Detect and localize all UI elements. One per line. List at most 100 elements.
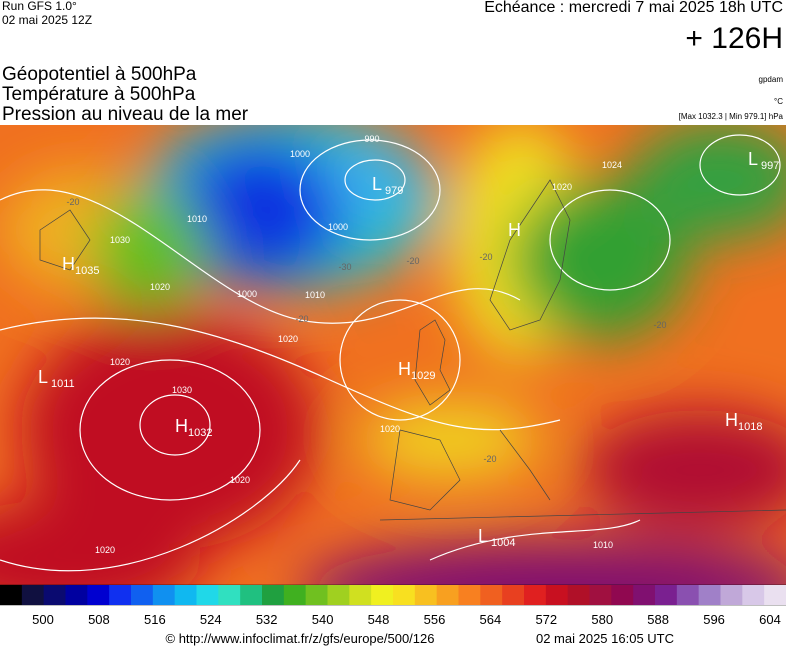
isobars xyxy=(0,134,781,572)
colorbar-swatch xyxy=(436,585,459,605)
isobar-label: 1020 xyxy=(150,282,170,292)
run-date: 02 mai 2025 12Z xyxy=(2,13,92,27)
isobar-label: 1000 xyxy=(237,289,257,299)
center-value: 979 xyxy=(385,185,403,197)
center-value: 1035 xyxy=(75,265,99,277)
colorbar-swatch xyxy=(152,585,176,605)
colorbar-swatch xyxy=(545,585,569,605)
center-letter: H xyxy=(62,254,75,274)
temperature-label: -20 xyxy=(483,454,496,464)
coastlines xyxy=(39,179,786,521)
isobar-label: 1030 xyxy=(110,235,130,245)
colorbar-swatch xyxy=(502,585,525,605)
isobar-label: 1010 xyxy=(305,290,325,300)
colorbar-swatch xyxy=(480,585,503,605)
colorbar-swatch xyxy=(305,585,328,605)
colorbar-swatch xyxy=(611,585,634,605)
colorbar-swatch xyxy=(174,585,197,605)
temperature-label: -20 xyxy=(479,252,492,262)
center-value: 1011 xyxy=(51,378,75,390)
colorbar-swatch xyxy=(327,585,350,605)
field-name: Température à 500hPa xyxy=(2,84,196,105)
temperature-label: -30 xyxy=(338,262,351,272)
colorbar-swatch xyxy=(720,585,743,605)
colorbar-tick-label: 548 xyxy=(368,612,390,627)
isobar-label: 1010 xyxy=(593,540,613,550)
unit: °C xyxy=(774,97,783,106)
isobar-label: 1020 xyxy=(95,545,115,555)
colorbar-swatch xyxy=(218,585,241,605)
isobar-label: 1020 xyxy=(380,424,400,434)
colorbar-swatch xyxy=(21,585,45,605)
run-label: Run GFS 1.0° xyxy=(2,0,77,13)
colorbar-swatch xyxy=(414,585,438,605)
isobar-label: 1000 xyxy=(290,149,310,159)
colorbar-swatch xyxy=(371,585,394,605)
colorbar-swatch xyxy=(0,585,23,605)
isobar-label: 1030 xyxy=(172,385,192,395)
isobar-label: 1010 xyxy=(187,214,207,224)
isobar-label: 1020 xyxy=(552,182,572,192)
colorbar-tick-label: 604 xyxy=(759,612,781,627)
colorbar-swatch xyxy=(262,585,285,605)
unit: [Max 1032.3 | Min 979.1] hPa xyxy=(679,112,784,121)
source-url: © http://www.infoclimat.fr/z/gfs/europe/… xyxy=(166,631,435,646)
center-letter: H xyxy=(398,359,411,379)
center-letter: H xyxy=(175,416,188,436)
isobar-label: 1020 xyxy=(110,357,130,367)
isobar-label: 1020 xyxy=(278,334,298,344)
colorbar-swatch xyxy=(196,585,219,605)
colorbar-tick-label: 588 xyxy=(647,612,669,627)
colorbar-tick-label: 572 xyxy=(535,612,557,627)
colorbar-swatch xyxy=(109,585,132,605)
field-name: Pression au niveau de la mer xyxy=(2,104,249,125)
unit: gpdam xyxy=(759,75,784,84)
center-value: 997 xyxy=(761,160,779,172)
center-value: 1032 xyxy=(188,427,212,439)
colorbar-tick-label: 596 xyxy=(703,612,725,627)
colorbar-tick-label: 580 xyxy=(591,612,613,627)
colorbar-tick-label: 516 xyxy=(144,612,166,627)
center-letter: L xyxy=(478,526,488,546)
center-value: 1029 xyxy=(411,370,435,382)
center-letter: L xyxy=(748,149,758,169)
center-letter: H xyxy=(508,220,521,240)
colorbar-swatch xyxy=(131,585,154,605)
generated-time: 02 mai 2025 16:05 UTC xyxy=(536,631,674,646)
colorbar-tick-label: 564 xyxy=(480,612,502,627)
colorbar-swatch xyxy=(567,585,590,605)
colorbar-swatch xyxy=(524,585,547,605)
lead-time: + 126H xyxy=(685,22,783,55)
map-area xyxy=(0,125,786,585)
isobar-label: 1024 xyxy=(602,160,622,170)
isobar-label: 990 xyxy=(364,134,379,144)
colorbar-swatch xyxy=(742,585,765,605)
temperature-label: -20 xyxy=(406,256,419,266)
colorbar-tick-label: 500 xyxy=(32,612,54,627)
colorbar-swatch xyxy=(655,585,678,605)
colorbar-swatch xyxy=(393,585,416,605)
colorbar-tick-label: 556 xyxy=(424,612,446,627)
colorbar-swatch xyxy=(240,585,263,605)
colorbar-swatch xyxy=(87,585,110,605)
isobar-label: 1000 xyxy=(328,222,348,232)
center-letter: L xyxy=(372,174,382,194)
colorbar-swatch xyxy=(676,585,700,605)
center-letter: L xyxy=(38,367,48,387)
center-value: 1004 xyxy=(491,537,515,549)
field-name: Géopotentiel à 500hPa xyxy=(2,64,197,85)
temperature-label: -20 xyxy=(295,314,308,324)
valid-time: Echéance : mercredi 7 mai 2025 18h UTC xyxy=(484,0,783,16)
colorbar-swatch xyxy=(65,585,88,605)
colorbar-tick-label: 532 xyxy=(256,612,278,627)
colorbar-tick-label: 540 xyxy=(312,612,334,627)
isobar-label: 1020 xyxy=(230,475,250,485)
center-value: 1018 xyxy=(738,421,762,433)
colorbar-swatch xyxy=(283,585,307,605)
temperature-label: -20 xyxy=(653,320,666,330)
colorbar-swatch xyxy=(589,585,612,605)
colorbar-swatch xyxy=(698,585,721,605)
colorbar-swatch xyxy=(458,585,481,605)
